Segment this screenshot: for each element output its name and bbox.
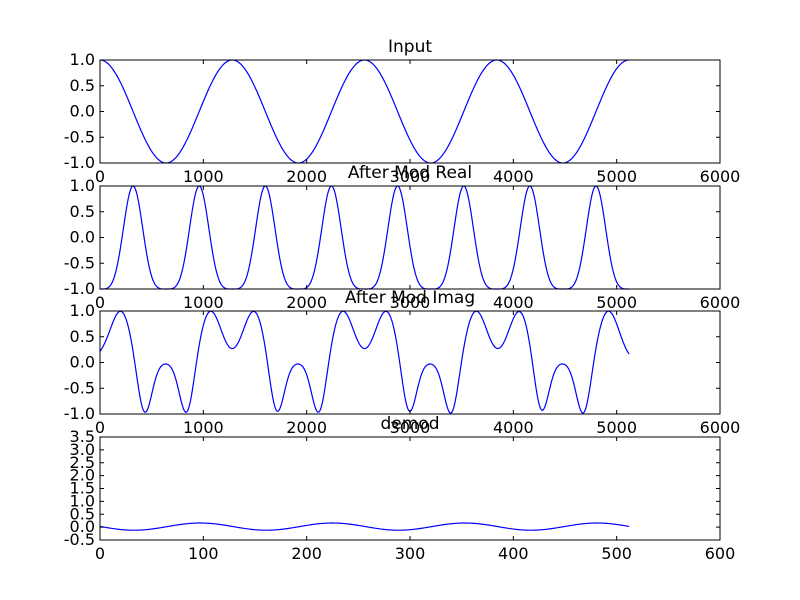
panel-after-mod-real: 0 1000 2000 3000 4000 5000 6000 1.0 0.5 0.0 -0.5 -1… bbox=[64, 163, 741, 312]
panel-after-mod-imag: 0 1000 2000 3000 4000 5000 6000 1.0 0.5 0.0 -0.5 -1… bbox=[64, 288, 741, 437]
input-y-tick-label: 0.0 bbox=[70, 102, 95, 121]
after-mod-real-y-tick-label: 1.0 bbox=[70, 176, 95, 195]
input-y-tick-label: 1.0 bbox=[70, 50, 95, 69]
demod-ticks: 0 100 200 300 400 500 600 3.53.02.52.01.51.00.5… bbox=[64, 427, 735, 563]
after-mod-real-y-tick-label: -1.0 bbox=[64, 279, 95, 298]
input-x-tick-label: 6000 bbox=[700, 167, 741, 186]
demod-y-tick-label: -0.5 bbox=[64, 530, 95, 549]
demod-series-line bbox=[99, 522, 630, 531]
input-title: Input bbox=[388, 37, 432, 57]
after-mod-real-y-tick-label: -0.5 bbox=[64, 253, 95, 272]
after-mod-real-x-tick-label: 2000 bbox=[286, 293, 327, 312]
after-mod-imag-y-tick-label: 0.0 bbox=[70, 353, 95, 372]
demod-x-tick-label: 500 bbox=[601, 544, 632, 563]
demod-y-tick-label: 2.0 bbox=[70, 466, 95, 485]
demod-title: demod bbox=[380, 414, 439, 434]
demod-y-tick-label: 2.5 bbox=[70, 453, 95, 472]
demod-y-tick-label: 1.5 bbox=[70, 479, 95, 498]
after-mod-imag-title: After Mod Imag bbox=[345, 288, 475, 308]
input-x-tick-label: 3000 bbox=[390, 167, 431, 186]
after-mod-imag-curve-area bbox=[99, 310, 630, 414]
after-mod-imag-x-tick-label: 0 bbox=[95, 418, 105, 437]
input-x-tick-label: 4000 bbox=[493, 167, 534, 186]
demod-y-tick-label: 1.0 bbox=[70, 491, 95, 510]
input-x-tick-label: 5000 bbox=[596, 167, 637, 186]
demod-x-tick-label: 600 bbox=[705, 544, 736, 563]
input-x-tick-label: 0 bbox=[95, 167, 105, 186]
input-y-tick-label: -1.0 bbox=[64, 153, 95, 172]
after-mod-real-title: After Mod Real bbox=[348, 163, 472, 183]
after-mod-real-x-tick-label: 5000 bbox=[596, 293, 637, 312]
demod-x-tick-label: 300 bbox=[395, 544, 426, 563]
after-mod-real-x-tick-label: 0 bbox=[95, 293, 105, 312]
after-mod-imag-x-tick-label: 1000 bbox=[183, 418, 224, 437]
after-mod-imag-y-tick-label: 0.5 bbox=[70, 327, 95, 346]
after-mod-real-x-tick-label: 4000 bbox=[493, 293, 534, 312]
demod-x-tick-label: 200 bbox=[291, 544, 322, 563]
input-x-tick-label: 1000 bbox=[183, 167, 224, 186]
demod-x-tick-label: 100 bbox=[188, 544, 219, 563]
after-mod-imag-x-tick-label: 6000 bbox=[700, 418, 741, 437]
demod-y-tick-label: 3.0 bbox=[70, 440, 95, 459]
after-mod-imag-x-tick-label: 5000 bbox=[596, 418, 637, 437]
demod-curve-area bbox=[99, 522, 630, 531]
demod-y-tick-label: 3.5 bbox=[70, 427, 95, 446]
after-mod-imag-y-tick-label: -1.0 bbox=[64, 404, 95, 423]
input-y-tick-label: 0.5 bbox=[70, 76, 95, 95]
after-mod-imag-series-line bbox=[99, 310, 630, 414]
input-y-tick-label: -0.5 bbox=[64, 127, 95, 146]
after-mod-imag-x-tick-label: 2000 bbox=[286, 418, 327, 437]
after-mod-imag-ticks: 0 1000 2000 3000 4000 5000 6000 1.0 0.5 0.0 -0.5 -1… bbox=[64, 301, 741, 437]
panel-input: 0 1000 2000 3000 4000 5000 6000 1.0 0.5 0.0 -0.5 -1… bbox=[64, 37, 741, 186]
after-mod-real-ticks: 0 1000 2000 3000 4000 5000 6000 1.0 0.5 0.0 -0.5 -1… bbox=[64, 176, 741, 312]
demod-x-tick-label: 0 bbox=[95, 544, 105, 563]
after-mod-imag-y-tick-label: 1.0 bbox=[70, 301, 95, 320]
panel-demod: 0 100 200 300 400 500 600 3.53.02.52.01.51.00.5… bbox=[64, 414, 735, 563]
demod-y-tick-label: 0.0 bbox=[70, 517, 95, 536]
input-x-tick-label: 2000 bbox=[286, 167, 327, 186]
after-mod-real-y-tick-label: 0.0 bbox=[70, 228, 95, 247]
after-mod-real-y-tick-label: 0.5 bbox=[70, 202, 95, 221]
after-mod-real-x-tick-label: 3000 bbox=[390, 293, 431, 312]
after-mod-imag-x-tick-label: 4000 bbox=[493, 418, 534, 437]
input-ticks: 0 1000 2000 3000 4000 5000 6000 1.0 0.5 0.0 -0.5 -1… bbox=[64, 50, 741, 186]
after-mod-real-x-tick-label: 6000 bbox=[700, 293, 741, 312]
after-mod-imag-y-tick-label: -0.5 bbox=[64, 378, 95, 397]
after-mod-imag-x-tick-label: 3000 bbox=[390, 418, 431, 437]
demod-x-tick-label: 400 bbox=[498, 544, 529, 563]
demod-y-tick-label: 0.5 bbox=[70, 504, 95, 523]
after-mod-real-x-tick-label: 1000 bbox=[183, 293, 224, 312]
